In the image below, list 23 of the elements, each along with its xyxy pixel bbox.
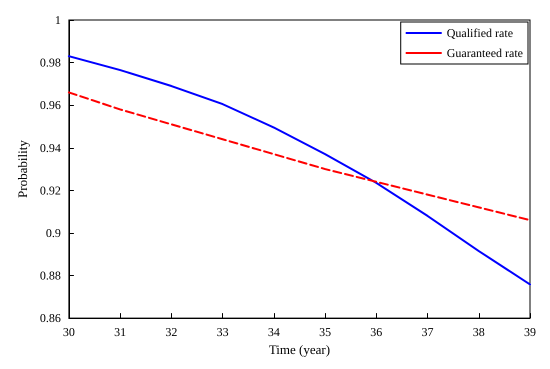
x-tick-label: 33 [216, 325, 229, 340]
x-tick-label: 34 [268, 325, 280, 340]
x-tick-label: 32 [165, 325, 178, 340]
y-axis-title: Probability [15, 140, 30, 198]
x-tick-label: 31 [114, 325, 126, 340]
x-tick-label: 30 [62, 325, 75, 340]
y-tick-label: 0.96 [40, 98, 61, 112]
y-tick-label: 0.86 [40, 311, 61, 326]
x-tick-label: 38 [472, 325, 485, 340]
x-axis-title: Time (year) [268, 342, 330, 357]
y-tick-label: 1 [54, 13, 61, 27]
line-series [68, 91, 531, 222]
y-tick-label: 0.94 [40, 140, 61, 155]
legend-label: Qualified rate [446, 26, 514, 40]
y-tick-label: 0.98 [40, 56, 61, 70]
x-tick-label: 37 [422, 325, 434, 340]
y-tick-label: 0.92 [40, 183, 61, 198]
x-tick-label: 39 [524, 325, 536, 340]
y-tick-label: 0.9 [46, 226, 61, 240]
y-tick-label: 0.88 [40, 268, 61, 283]
x-tick-label: 35 [319, 325, 332, 340]
legend-label: Guaranteed rate [446, 46, 524, 60]
x-tick-label: 36 [370, 325, 382, 340]
